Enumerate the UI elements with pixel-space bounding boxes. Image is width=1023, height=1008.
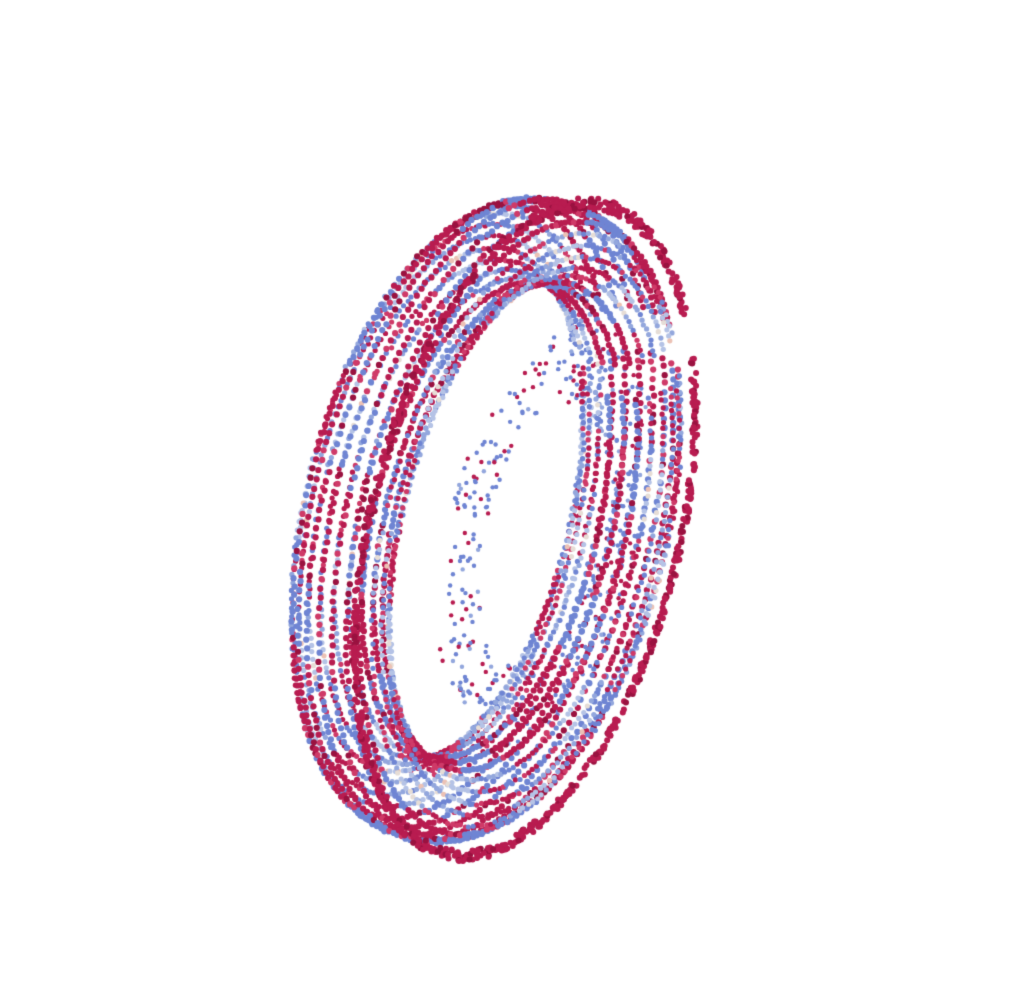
point-cloud-viewport[interactable] xyxy=(0,0,1023,1008)
point-cloud-canvas[interactable] xyxy=(0,0,1023,1008)
